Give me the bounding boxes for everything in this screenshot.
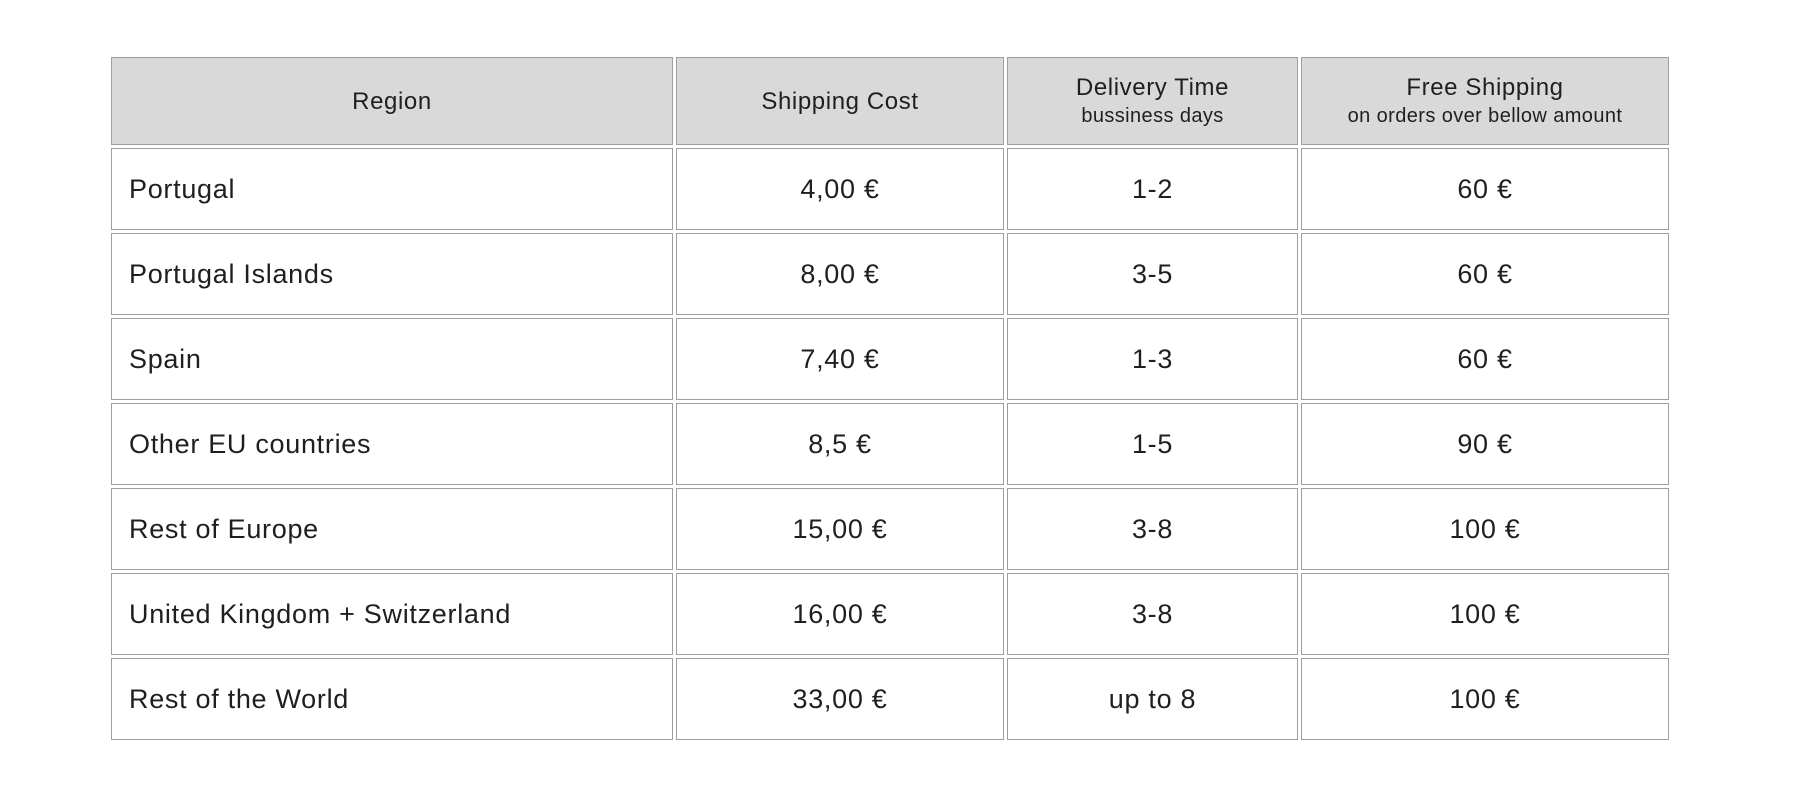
table-row: Rest of Europe 15,00 €3-8 100 € <box>111 488 1669 570</box>
table-body: Portugal 4,00 €1-2 60 € Portugal Islands 8,0… <box>111 148 1669 740</box>
region-cell: Spain <box>111 318 673 400</box>
column-header-sublabel: bussiness days <box>1081 105 1224 127</box>
table-header: Region Shipping Cost Delivery Time bussi… <box>111 57 1669 145</box>
free-shipping-cell: 60 € <box>1301 148 1669 230</box>
table-row: Portugal 4,00 €1-2 60 € <box>111 148 1669 230</box>
column-header-region: Region <box>111 57 673 145</box>
column-header-shipping-cost: Shipping Cost <box>676 57 1004 145</box>
shipping-cost-cell: 8,5 € <box>676 403 1004 485</box>
shipping-cost-cell: 4,00 € <box>676 148 1004 230</box>
column-header-delivery-time: Delivery Time bussiness days <box>1007 57 1298 145</box>
delivery-time-cell: up to 8 <box>1007 658 1298 740</box>
table-row: Other EU countries 8,5 €1-5 90 € <box>111 403 1669 485</box>
shipping-cost-cell: 15,00 € <box>676 488 1004 570</box>
delivery-time-cell: 1-5 <box>1007 403 1298 485</box>
shipping-info-table: Region Shipping Cost Delivery Time bussi… <box>108 54 1672 743</box>
table-row: Portugal Islands 8,00 €3-5 60 € <box>111 233 1669 315</box>
region-cell: Other EU countries <box>111 403 673 485</box>
delivery-time-cell: 1-2 <box>1007 148 1298 230</box>
delivery-time-cell: 3-8 <box>1007 573 1298 655</box>
delivery-time-cell: 1-3 <box>1007 318 1298 400</box>
table-row: Rest of the World 33,00 € up to 8 100 € <box>111 658 1669 740</box>
region-cell: Portugal <box>111 148 673 230</box>
table-row: Spain 7,40 €1-3 60 € <box>111 318 1669 400</box>
free-shipping-cell: 90 € <box>1301 403 1669 485</box>
delivery-time-cell: 3-8 <box>1007 488 1298 570</box>
free-shipping-cell: 60 € <box>1301 318 1669 400</box>
column-header-label: Shipping Cost <box>761 87 919 115</box>
free-shipping-cell: 100 € <box>1301 573 1669 655</box>
header-row: Region Shipping Cost Delivery Time bussi… <box>111 57 1669 145</box>
region-cell: Rest of the World <box>111 658 673 740</box>
column-header-free-shipping: Free Shipping on orders over bellow amou… <box>1301 57 1669 145</box>
free-shipping-cell: 100 € <box>1301 658 1669 740</box>
shipping-cost-cell: 7,40 € <box>676 318 1004 400</box>
region-cell: Portugal Islands <box>111 233 673 315</box>
table-row: United Kingdom + Switzerland 16,00 €3-8 10… <box>111 573 1669 655</box>
column-header-sublabel: on orders over bellow amount <box>1347 105 1623 127</box>
shipping-cost-cell: 8,00 € <box>676 233 1004 315</box>
shipping-cost-cell: 16,00 € <box>676 573 1004 655</box>
shipping-cost-cell: 33,00 € <box>676 658 1004 740</box>
column-header-label: Delivery Time <box>1075 74 1230 101</box>
region-cell: Rest of Europe <box>111 488 673 570</box>
column-header-label: Free Shipping <box>1406 74 1564 101</box>
free-shipping-cell: 100 € <box>1301 488 1669 570</box>
region-cell: United Kingdom + Switzerland <box>111 573 673 655</box>
free-shipping-cell: 60 € <box>1301 233 1669 315</box>
column-header-label: Region <box>352 87 432 115</box>
delivery-time-cell: 3-5 <box>1007 233 1298 315</box>
